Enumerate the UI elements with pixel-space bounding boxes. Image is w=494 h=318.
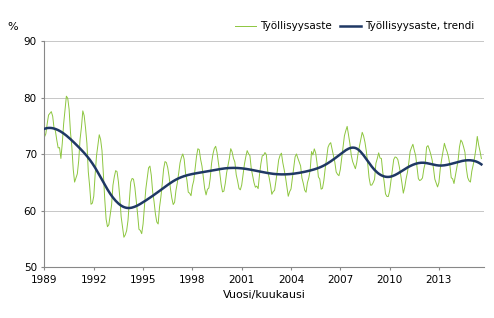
Text: %: % [7,22,18,32]
Legend: Työllisyysaste, Työllisyysaste, trendi: Työllisyysaste, Työllisyysaste, trendi [231,17,479,36]
X-axis label: Vuosi/kuukausi: Vuosi/kuukausi [223,290,306,300]
